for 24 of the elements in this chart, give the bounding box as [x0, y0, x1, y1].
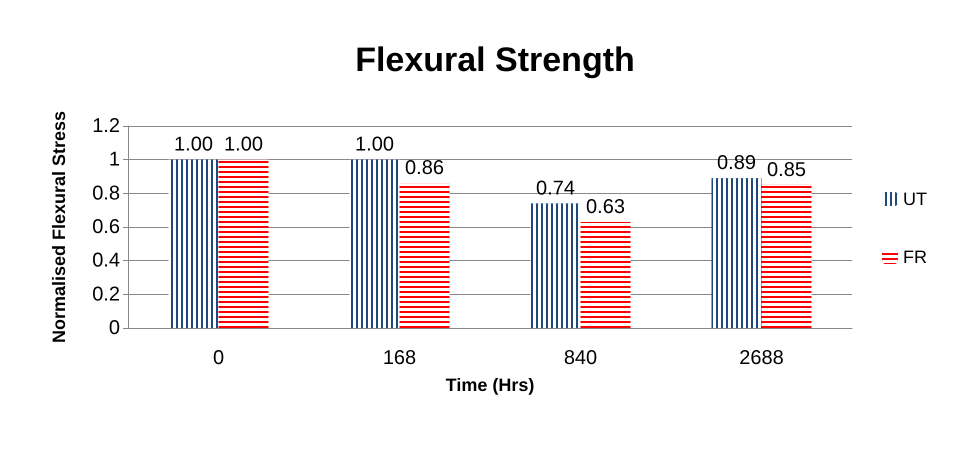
x-tick-label: 840	[564, 347, 598, 369]
y-tick-label: 1.2	[92, 115, 120, 137]
data-label: 0.63	[586, 196, 625, 218]
x-tick-label: 2688	[739, 347, 784, 369]
legend-label: UT	[903, 189, 928, 209]
data-label: 0.74	[536, 177, 575, 200]
legend-label: FR	[903, 247, 928, 267]
x-tick-label: 168	[382, 347, 416, 369]
chart-title: Flexural Strength	[355, 41, 635, 79]
data-label: 1.00	[224, 134, 263, 156]
y-axis-title: Normalised Flexural Stress	[49, 110, 69, 344]
data-label: 1.00	[355, 134, 394, 156]
y-tick-label: 0.4	[92, 250, 120, 272]
x-axis-title: Time (Hrs)	[446, 375, 534, 395]
data-label: 0.85	[767, 158, 806, 181]
y-tick-label: 1	[108, 148, 120, 171]
x-tick-label: 0	[212, 347, 224, 369]
data-label: 0.89	[717, 152, 756, 174]
y-tick-label: 0	[108, 317, 120, 339]
y-tick-label: 0.2	[92, 283, 120, 306]
data-label: 0.86	[405, 157, 444, 180]
y-tick-label: 0.6	[92, 216, 120, 238]
y-tick-label: 0.8	[92, 182, 120, 204]
data-label: 1.00	[174, 134, 213, 156]
